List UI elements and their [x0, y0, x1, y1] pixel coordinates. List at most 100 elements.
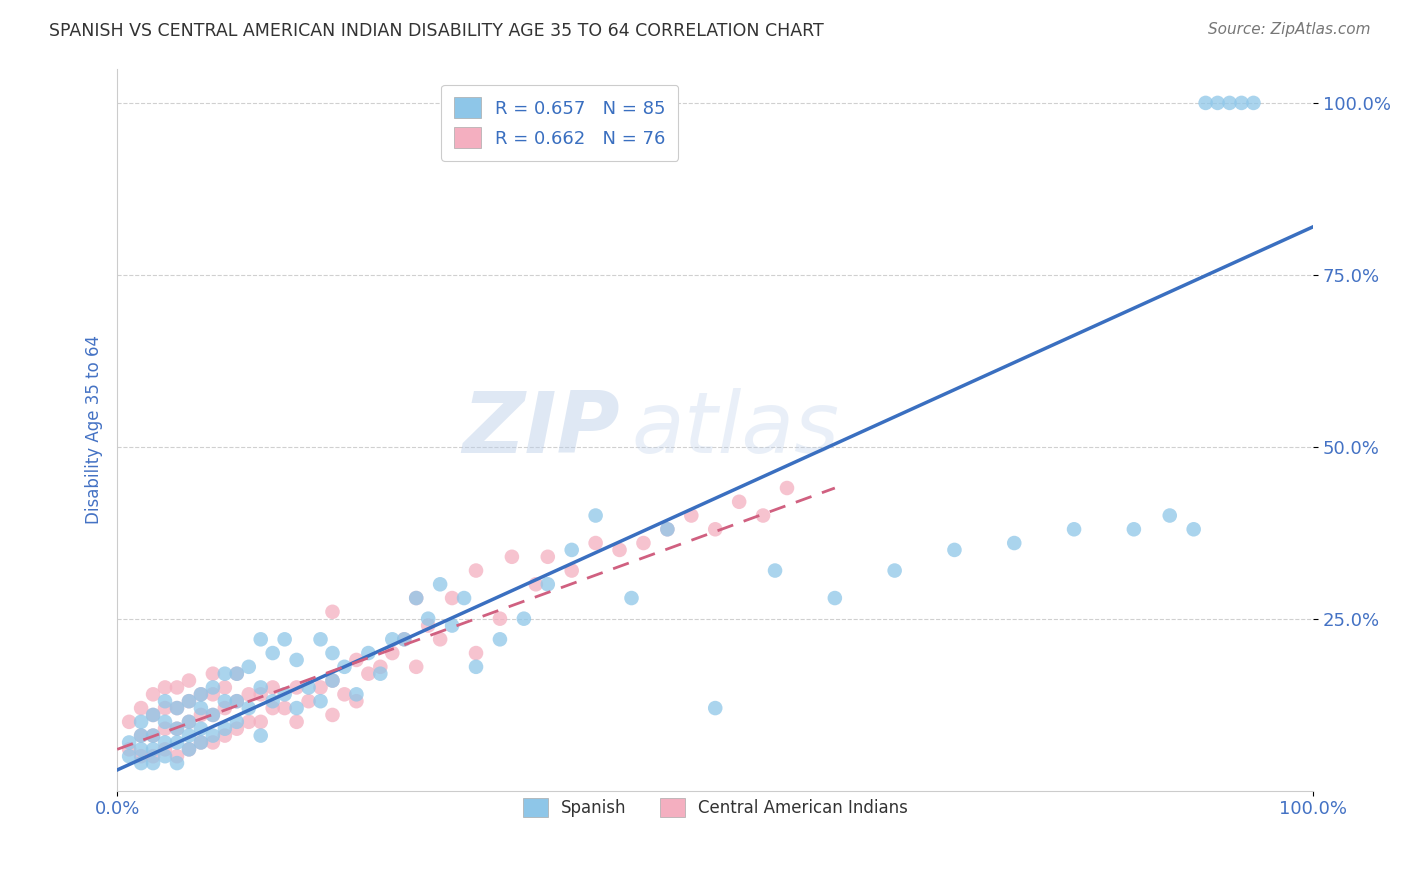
- Point: [344, 653, 367, 667]
- Point: [309, 681, 332, 695]
- Point: [285, 653, 308, 667]
- Point: [190, 735, 212, 749]
- Point: [201, 687, 224, 701]
- Point: [1122, 522, 1144, 536]
- Point: [1002, 536, 1025, 550]
- Point: [214, 681, 236, 695]
- Point: [394, 632, 416, 647]
- Point: [321, 673, 343, 688]
- Point: [166, 701, 188, 715]
- Point: [153, 681, 176, 695]
- Point: [429, 632, 451, 647]
- Point: [118, 749, 141, 764]
- Text: atlas: atlas: [631, 388, 839, 471]
- Point: [561, 564, 583, 578]
- Point: [657, 522, 679, 536]
- Point: [321, 673, 343, 688]
- Point: [225, 694, 247, 708]
- Point: [190, 708, 212, 723]
- Point: [238, 660, 260, 674]
- Point: [489, 632, 512, 647]
- Point: [394, 632, 416, 647]
- Point: [214, 729, 236, 743]
- Point: [201, 666, 224, 681]
- Point: [166, 735, 188, 749]
- Point: [142, 729, 165, 743]
- Point: [1243, 95, 1265, 110]
- Point: [142, 708, 165, 723]
- Point: [129, 742, 152, 756]
- Point: [537, 577, 560, 591]
- Point: [118, 742, 141, 756]
- Point: [153, 701, 176, 715]
- Point: [285, 701, 308, 715]
- Point: [153, 722, 176, 736]
- Point: [262, 646, 284, 660]
- Point: [129, 701, 152, 715]
- Point: [297, 681, 319, 695]
- Point: [166, 749, 188, 764]
- Point: [381, 646, 404, 660]
- Point: [190, 735, 212, 749]
- Point: [633, 536, 655, 550]
- Point: [142, 708, 165, 723]
- Point: [238, 714, 260, 729]
- Point: [238, 687, 260, 701]
- Point: [357, 666, 380, 681]
- Point: [728, 495, 751, 509]
- Point: [153, 714, 176, 729]
- Point: [166, 681, 188, 695]
- Point: [153, 735, 176, 749]
- Point: [177, 742, 200, 756]
- Point: [214, 722, 236, 736]
- Point: [561, 542, 583, 557]
- Point: [153, 742, 176, 756]
- Point: [489, 612, 512, 626]
- Point: [763, 564, 786, 578]
- Point: [273, 701, 295, 715]
- Point: [1206, 95, 1229, 110]
- Point: [177, 714, 200, 729]
- Point: [297, 694, 319, 708]
- Point: [262, 694, 284, 708]
- Text: Source: ZipAtlas.com: Source: ZipAtlas.com: [1208, 22, 1371, 37]
- Point: [381, 632, 404, 647]
- Point: [142, 742, 165, 756]
- Point: [1063, 522, 1085, 536]
- Point: [190, 687, 212, 701]
- Point: [321, 646, 343, 660]
- Point: [262, 701, 284, 715]
- Point: [142, 687, 165, 701]
- Point: [129, 749, 152, 764]
- Point: [344, 694, 367, 708]
- Point: [1194, 95, 1216, 110]
- Y-axis label: Disability Age 35 to 64: Disability Age 35 to 64: [86, 335, 103, 524]
- Point: [333, 660, 356, 674]
- Point: [405, 660, 427, 674]
- Point: [129, 729, 152, 743]
- Point: [321, 708, 343, 723]
- Point: [524, 577, 547, 591]
- Point: [321, 605, 343, 619]
- Point: [370, 666, 392, 681]
- Point: [201, 735, 224, 749]
- Point: [201, 681, 224, 695]
- Point: [177, 729, 200, 743]
- Point: [166, 756, 188, 770]
- Point: [1182, 522, 1205, 536]
- Point: [344, 687, 367, 701]
- Point: [418, 618, 440, 632]
- Point: [225, 722, 247, 736]
- Point: [285, 681, 308, 695]
- Point: [418, 612, 440, 626]
- Legend: Spanish, Central American Indians: Spanish, Central American Indians: [515, 789, 917, 826]
- Point: [441, 618, 464, 632]
- Point: [657, 522, 679, 536]
- Point: [166, 722, 188, 736]
- Point: [225, 666, 247, 681]
- Point: [238, 701, 260, 715]
- Point: [177, 714, 200, 729]
- Point: [441, 591, 464, 605]
- Point: [285, 714, 308, 729]
- Point: [177, 694, 200, 708]
